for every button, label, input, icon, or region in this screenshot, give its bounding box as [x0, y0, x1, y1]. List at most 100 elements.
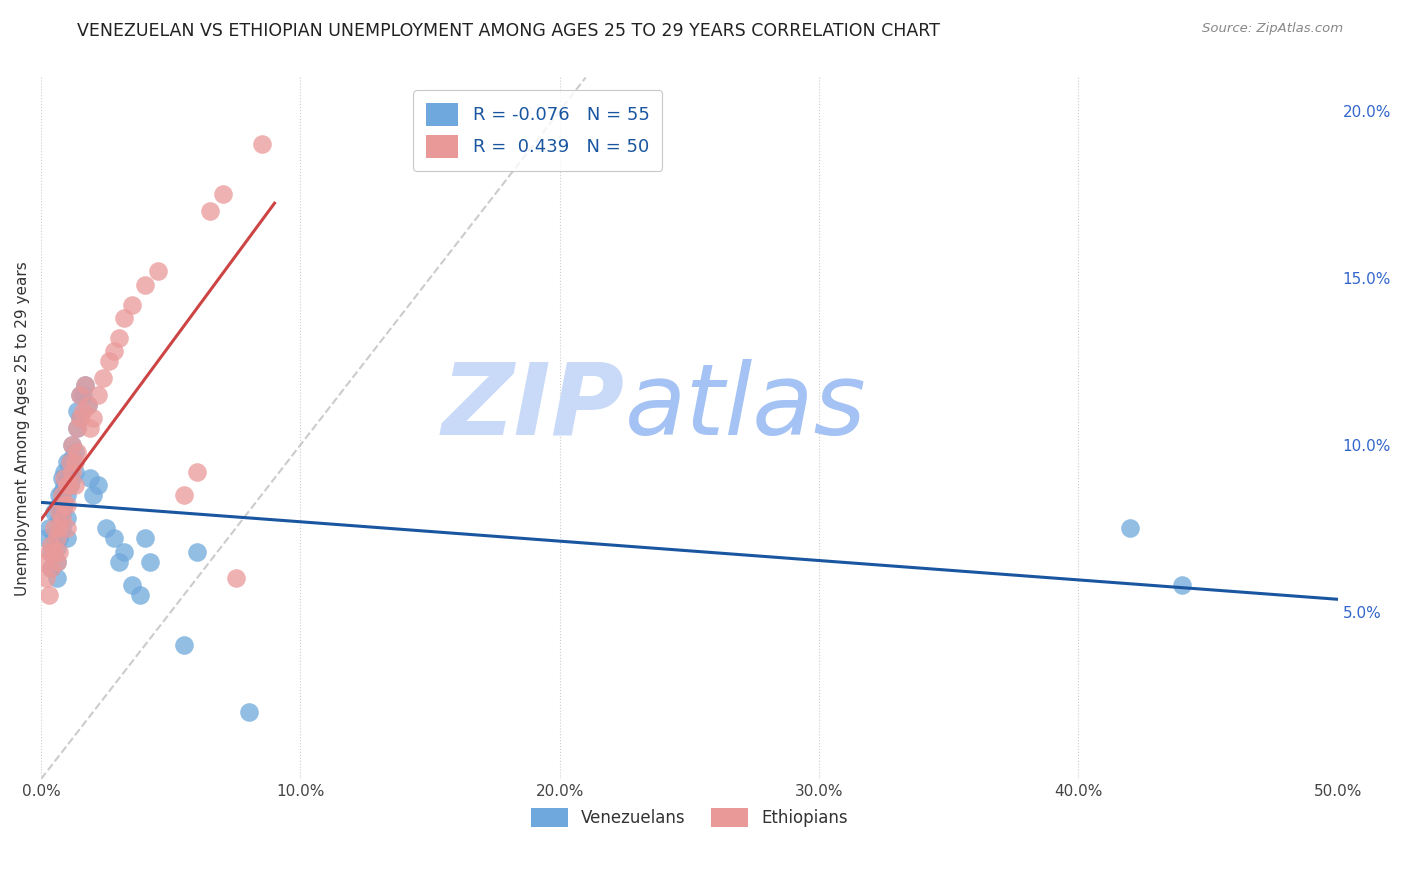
Point: [41, 561, 63, 575]
Point: [60, 451, 83, 466]
Point: [66, 421, 89, 435]
Point: [1119, 521, 1142, 535]
Point: [93, 371, 115, 385]
Text: ZIP: ZIP: [441, 359, 624, 456]
Point: [128, 588, 150, 602]
Point: [53, 471, 76, 485]
Point: [48, 532, 70, 546]
Point: [173, 638, 195, 652]
Point: [51, 511, 73, 525]
Text: atlas: atlas: [624, 359, 866, 456]
Point: [59, 478, 82, 492]
Point: [59, 478, 82, 492]
Point: [97, 354, 120, 368]
Point: [139, 555, 162, 569]
Point: [94, 521, 117, 535]
Point: [45, 555, 67, 569]
Point: [41, 545, 63, 559]
Point: [79, 421, 101, 435]
Point: [76, 398, 98, 412]
Point: [103, 344, 125, 359]
Point: [59, 454, 82, 468]
Point: [48, 511, 70, 525]
Point: [56, 478, 79, 492]
Point: [108, 331, 131, 345]
Point: [69, 388, 91, 402]
Point: [69, 411, 91, 425]
Point: [56, 521, 79, 535]
Point: [146, 264, 169, 278]
Point: [35, 572, 58, 586]
Point: [59, 454, 82, 468]
Point: [69, 388, 91, 402]
Point: [45, 532, 67, 546]
Text: VENEZUELAN VS ETHIOPIAN UNEMPLOYMENT AMONG AGES 25 TO 29 YEARS CORRELATION CHART: VENEZUELAN VS ETHIOPIAN UNEMPLOYMENT AMO…: [77, 22, 941, 40]
Point: [250, 137, 273, 152]
Point: [173, 488, 195, 502]
Point: [56, 532, 79, 546]
Point: [225, 572, 247, 586]
Y-axis label: Unemployment Among Ages 25 to 29 years: Unemployment Among Ages 25 to 29 years: [15, 260, 30, 596]
Point: [53, 465, 76, 479]
Point: [69, 411, 91, 425]
Point: [63, 444, 86, 458]
Point: [56, 488, 79, 502]
Point: [60, 471, 83, 485]
Point: [121, 297, 143, 311]
Point: [53, 498, 76, 512]
Point: [63, 454, 86, 468]
Point: [51, 488, 73, 502]
Point: [56, 511, 79, 525]
Point: [112, 310, 135, 325]
Point: [42, 545, 65, 559]
Point: [87, 478, 110, 492]
Point: [48, 521, 70, 535]
Legend: Venezuelans, Ethiopians: Venezuelans, Ethiopians: [524, 801, 855, 834]
Point: [108, 555, 131, 569]
Point: [51, 471, 73, 485]
Point: [45, 541, 67, 556]
Point: [48, 505, 70, 519]
Point: [72, 388, 94, 402]
Point: [198, 204, 221, 219]
Point: [51, 521, 73, 535]
Point: [121, 578, 143, 592]
Point: [75, 377, 97, 392]
Point: [42, 505, 65, 519]
Point: [35, 532, 58, 546]
Point: [48, 498, 70, 512]
Point: [76, 398, 98, 412]
Point: [42, 521, 65, 535]
Point: [82, 411, 104, 425]
Point: [103, 532, 125, 546]
Point: [112, 545, 135, 559]
Point: [66, 421, 89, 435]
Point: [51, 484, 73, 499]
Point: [60, 438, 83, 452]
Point: [48, 545, 70, 559]
Point: [53, 478, 76, 492]
Point: [60, 465, 83, 479]
Point: [72, 404, 94, 418]
Point: [211, 187, 233, 202]
Point: [87, 388, 110, 402]
Point: [41, 561, 63, 575]
Point: [56, 498, 79, 512]
Point: [63, 478, 86, 492]
Point: [134, 532, 156, 546]
Point: [75, 377, 97, 392]
Point: [56, 471, 79, 485]
Point: [63, 465, 86, 479]
Point: [60, 438, 83, 452]
Point: [45, 555, 67, 569]
Point: [56, 454, 79, 468]
Point: [53, 498, 76, 512]
Point: [66, 444, 89, 458]
Point: [238, 705, 260, 719]
Point: [1171, 578, 1194, 592]
Point: [186, 465, 208, 479]
Point: [32, 555, 55, 569]
Point: [38, 521, 60, 535]
Point: [38, 545, 60, 559]
Point: [82, 488, 104, 502]
